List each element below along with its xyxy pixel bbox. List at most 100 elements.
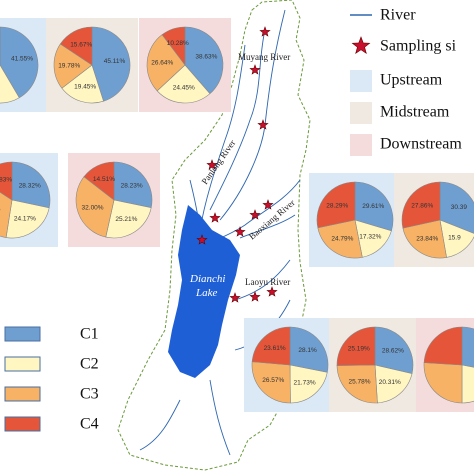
category-legend: C1 C2 C3 C4 bbox=[4, 326, 99, 433]
pie-label: 24.45% bbox=[173, 84, 195, 91]
pie-slice bbox=[5, 199, 50, 239]
dianchi-lake bbox=[168, 205, 240, 378]
pie-label: 28.1% bbox=[298, 347, 317, 354]
legend-label: C2 bbox=[80, 356, 99, 373]
pie-slice bbox=[354, 219, 392, 258]
pie-slice bbox=[0, 191, 13, 238]
pie-slice bbox=[401, 181, 441, 229]
star bbox=[209, 212, 221, 223]
star bbox=[206, 159, 218, 170]
star bbox=[234, 226, 246, 237]
pie-slice bbox=[83, 161, 115, 201]
pie-label: 32.00% bbox=[82, 204, 104, 211]
map-label: Lake bbox=[195, 287, 218, 299]
legend-label: Sampling si bbox=[380, 38, 457, 55]
pie-label: 20.31% bbox=[379, 379, 401, 386]
map-label: Muyang River bbox=[238, 52, 290, 62]
pie-slice bbox=[461, 364, 474, 404]
river bbox=[139, 399, 181, 451]
pie-label: 28.29% bbox=[326, 202, 348, 209]
pie-slice bbox=[53, 43, 93, 89]
legend-swatch bbox=[4, 326, 41, 342]
star bbox=[229, 292, 241, 303]
pie-label: 14.51% bbox=[93, 176, 115, 183]
pie-label: 26.64% bbox=[151, 60, 173, 67]
legend-label: River bbox=[380, 7, 416, 24]
pie-label: 17.32% bbox=[359, 234, 381, 241]
pie-slice bbox=[156, 64, 211, 104]
pie-label: 38.63% bbox=[195, 54, 217, 61]
pie-label: 41.55% bbox=[11, 56, 33, 63]
legend-swatch bbox=[4, 356, 41, 372]
star bbox=[257, 119, 269, 130]
rivers bbox=[139, 9, 301, 456]
pie-slice bbox=[317, 219, 363, 259]
pie-slice bbox=[0, 64, 20, 104]
legend-label: C1 bbox=[80, 326, 99, 343]
star bbox=[249, 64, 261, 75]
pie-slice bbox=[374, 364, 413, 404]
star bbox=[196, 234, 208, 245]
pie-label: 25.19% bbox=[348, 346, 370, 353]
legend-swatch bbox=[350, 134, 372, 156]
legend-label: Upstream bbox=[380, 72, 443, 89]
pie-label: 19.45% bbox=[74, 83, 96, 90]
pie-label: 27.86% bbox=[411, 202, 433, 209]
river bbox=[209, 379, 231, 456]
legend-label: Downstream bbox=[380, 136, 462, 153]
pie-slice bbox=[336, 326, 376, 366]
legend-label: C4 bbox=[80, 416, 99, 433]
pie-slice bbox=[146, 34, 186, 92]
pie-label: 10.28% bbox=[167, 40, 189, 47]
pie-slice bbox=[251, 326, 291, 366]
pie-label: 28.23% bbox=[121, 182, 143, 189]
pie-slice bbox=[316, 181, 356, 229]
pie-slice bbox=[374, 326, 414, 374]
pie-slice bbox=[0, 161, 13, 201]
pie-slice bbox=[105, 199, 152, 239]
pie-label: 30.39 bbox=[451, 204, 468, 211]
legend-swatch bbox=[4, 386, 41, 402]
legend-swatch bbox=[4, 416, 41, 432]
pie-label: 29.61% bbox=[362, 203, 384, 210]
pie-slice bbox=[402, 219, 447, 259]
pie-slice bbox=[461, 326, 474, 368]
legend-swatch bbox=[350, 70, 372, 92]
pie-label: 15.83% bbox=[0, 177, 12, 184]
pie-slice bbox=[113, 161, 153, 209]
pie-slice bbox=[61, 64, 104, 104]
pie-slice bbox=[161, 26, 186, 66]
pie-slice bbox=[59, 26, 93, 66]
pie-slice bbox=[423, 326, 463, 366]
pie-label: 19.78% bbox=[58, 63, 80, 70]
map-label: Laoyu River bbox=[245, 277, 290, 287]
star bbox=[351, 36, 371, 54]
pie-slice bbox=[423, 362, 463, 404]
star bbox=[259, 26, 271, 37]
star bbox=[262, 199, 274, 210]
pie-slice bbox=[11, 161, 51, 209]
pie-charts: 41.55% 45.11% 19.45% 19.78% 15.67% 38.63% 24.4… bbox=[0, 18, 474, 412]
pie-label: 23.84% bbox=[416, 236, 438, 243]
legend-swatch bbox=[350, 102, 372, 124]
pie-slice bbox=[289, 326, 329, 373]
pie-label: 26.57% bbox=[262, 377, 284, 384]
pie-slice bbox=[184, 26, 224, 95]
pie-label: 28.62% bbox=[382, 348, 404, 355]
pie-slice bbox=[354, 181, 394, 232]
legend-label: Midstream bbox=[380, 104, 450, 121]
river bbox=[234, 259, 291, 301]
pie-label: 24.17% bbox=[14, 215, 36, 222]
river bbox=[199, 44, 246, 231]
river bbox=[209, 29, 266, 211]
pie-slice bbox=[0, 26, 39, 99]
pie-slice bbox=[75, 176, 115, 238]
pie-label: 23.61% bbox=[264, 345, 286, 352]
pie-label: 25.78% bbox=[348, 378, 370, 385]
pie-label: 15.67% bbox=[70, 42, 92, 49]
pie-label: 21.73% bbox=[294, 379, 316, 386]
pie-label: 45.11% bbox=[104, 58, 126, 65]
river bbox=[239, 214, 296, 239]
pie-slice bbox=[251, 361, 291, 404]
pie-slice bbox=[439, 181, 474, 234]
